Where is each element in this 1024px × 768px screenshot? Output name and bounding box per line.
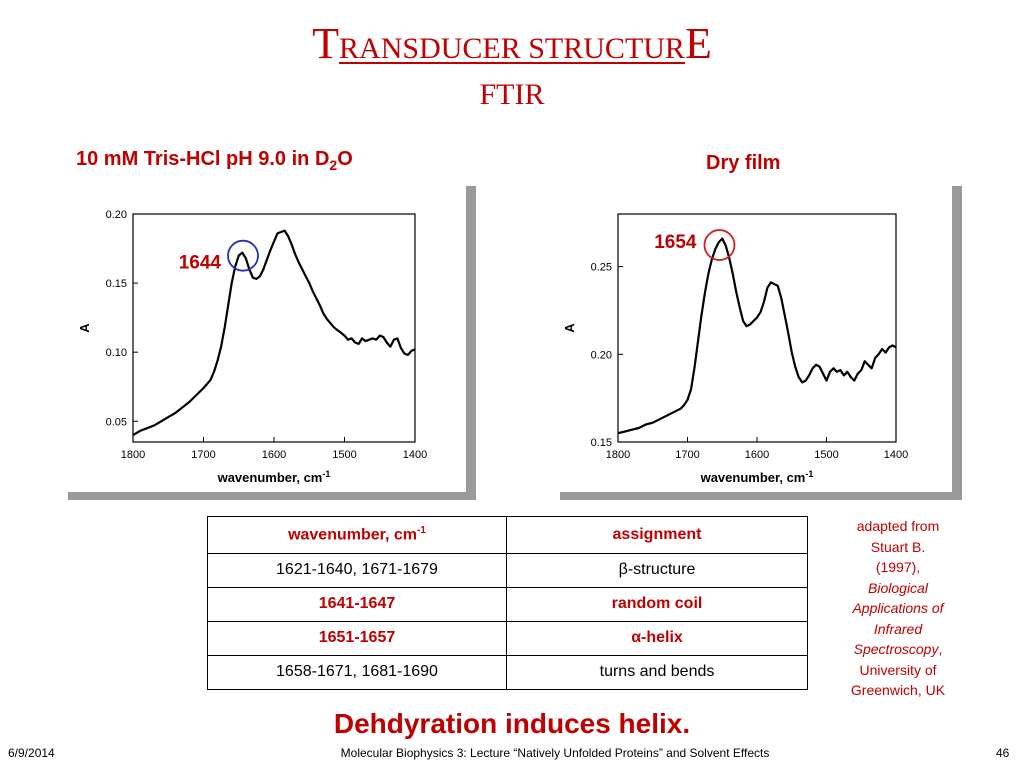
citation: adapted from Stuart B. (1997), Biologica… bbox=[836, 516, 960, 701]
header-assignment: assignment bbox=[506, 516, 808, 554]
slide-subtitle: FTIR bbox=[479, 78, 545, 111]
x-tick-label: 1700 bbox=[191, 449, 215, 461]
title-last-letter: E bbox=[684, 19, 712, 68]
table-header-row: wavenumber, cm-1 assignment bbox=[207, 516, 808, 554]
citation-publisher: University of Greenwich, UK bbox=[850, 661, 946, 699]
spectrum-line bbox=[132, 229, 416, 437]
header-wavenumber: wavenumber, cm-1 bbox=[207, 516, 507, 554]
header-wavenumber-sup: -1 bbox=[417, 525, 426, 537]
right-card bbox=[550, 178, 952, 492]
peak-label: 1644 bbox=[179, 253, 222, 274]
peak-circle bbox=[703, 229, 736, 261]
x-tick-label: 1500 bbox=[814, 449, 838, 461]
x-tick-label: 1600 bbox=[745, 449, 769, 461]
left-chart-title-end: O bbox=[337, 148, 353, 170]
citation-line2: Stuart B. bbox=[870, 538, 926, 555]
table-cell-range: 1641-1647 bbox=[207, 586, 507, 622]
left-ftir-chart: 1800 1700 1600 1500 1400 0.05 0.10 0.15 0.20 wave… bbox=[77, 209, 427, 485]
spectrum-line bbox=[617, 237, 897, 435]
peak-label: 1654 bbox=[654, 232, 697, 253]
slide-title: TRANSDUCER STRUCTURE bbox=[0, 18, 1024, 69]
left-chart-panel: 1800 1700 1600 1500 1400 0.05 0.10 0.15 0.20 wave… bbox=[58, 178, 476, 500]
y-axis-label: A bbox=[77, 323, 92, 333]
citation-line1: adapted from bbox=[856, 518, 940, 534]
table-row: 1621-1640, 1671-1679 β-structure bbox=[207, 552, 808, 588]
title-first-letter: T bbox=[312, 19, 340, 68]
x-tick-label: 1800 bbox=[606, 449, 630, 461]
table-cell-assignment: β-structure bbox=[506, 552, 808, 588]
left-chart-title: 10 mM Tris-HCl pH 9.0 in D2O bbox=[76, 148, 353, 173]
band-assignment-table: wavenumber, cm-1 assignment 1621-1640, 1… bbox=[207, 516, 808, 691]
y-axis-label: A bbox=[562, 323, 577, 333]
x-tick-label: 1400 bbox=[403, 449, 427, 461]
table-row: 1641-1647 random coil bbox=[207, 586, 808, 622]
header-wavenumber-text: wavenumber, cm bbox=[288, 526, 418, 544]
right-chart-panel: 1800 1700 1600 1500 1400 0.15 0.20 0.25 wavenumb… bbox=[550, 178, 962, 500]
x-axis-label: wavenumber, cm-1 bbox=[700, 469, 814, 485]
x-tick-label: 1500 bbox=[332, 449, 356, 461]
x-tick-label: 1600 bbox=[262, 449, 286, 461]
right-ftir-chart: 1800 1700 1600 1500 1400 0.15 0.20 0.25 wavenumb… bbox=[562, 213, 908, 485]
x-axis-label: wavenumber, cm-1 bbox=[217, 469, 331, 485]
y-tick-label: 0.15 bbox=[591, 437, 612, 449]
citation-book-title: Biological Applications of Infrared Spec… bbox=[852, 579, 944, 658]
y-tick-label: 0.20 bbox=[591, 349, 612, 361]
footer-course: Molecular Biophysics 3: Lecture “Nativel… bbox=[340, 746, 770, 760]
table-cell-assignment: turns and bends bbox=[506, 654, 808, 691]
peak-circle bbox=[227, 239, 259, 272]
y-tick-label: 0.05 bbox=[106, 416, 127, 428]
table-cell-range: 1658-1671, 1681-1690 bbox=[207, 654, 507, 691]
x-tick-label: 1700 bbox=[675, 449, 699, 461]
title-middle: RANSDUCER STRUCTUR bbox=[339, 32, 685, 65]
citation-comma: , bbox=[938, 641, 943, 657]
table-cell-assignment: random coil bbox=[506, 586, 808, 622]
y-tick-label: 0.15 bbox=[106, 278, 127, 290]
left-card bbox=[58, 178, 466, 492]
x-tick-label: 1400 bbox=[884, 449, 908, 461]
y-tick-label: 0.10 bbox=[106, 347, 127, 359]
table-row: 1651-1657 α-helix bbox=[207, 620, 808, 656]
table-row: 1658-1671, 1681-1690 turns and bends bbox=[207, 654, 808, 691]
footer-page-number: 46 bbox=[996, 746, 1010, 760]
footer-date: 6/9/2014 bbox=[8, 746, 55, 760]
table-cell-assignment: α-helix bbox=[506, 620, 808, 656]
table-cell-range: 1621-1640, 1671-1679 bbox=[207, 552, 507, 588]
left-chart-title-subscript: 2 bbox=[329, 157, 338, 173]
right-chart-title: Dry film bbox=[706, 152, 781, 174]
left-chart-title-text: 10 mM Tris-HCl pH 9.0 in D bbox=[76, 148, 330, 170]
y-tick-label: 0.20 bbox=[106, 209, 127, 221]
x-tick-label: 1800 bbox=[121, 449, 145, 461]
conclusion-text: Dehdyration induces helix. bbox=[333, 708, 691, 739]
y-tick-label: 0.25 bbox=[591, 262, 612, 274]
citation-line3: (1997), bbox=[875, 559, 921, 575]
plot-frame bbox=[132, 213, 416, 443]
table-cell-range: 1651-1657 bbox=[207, 620, 507, 656]
